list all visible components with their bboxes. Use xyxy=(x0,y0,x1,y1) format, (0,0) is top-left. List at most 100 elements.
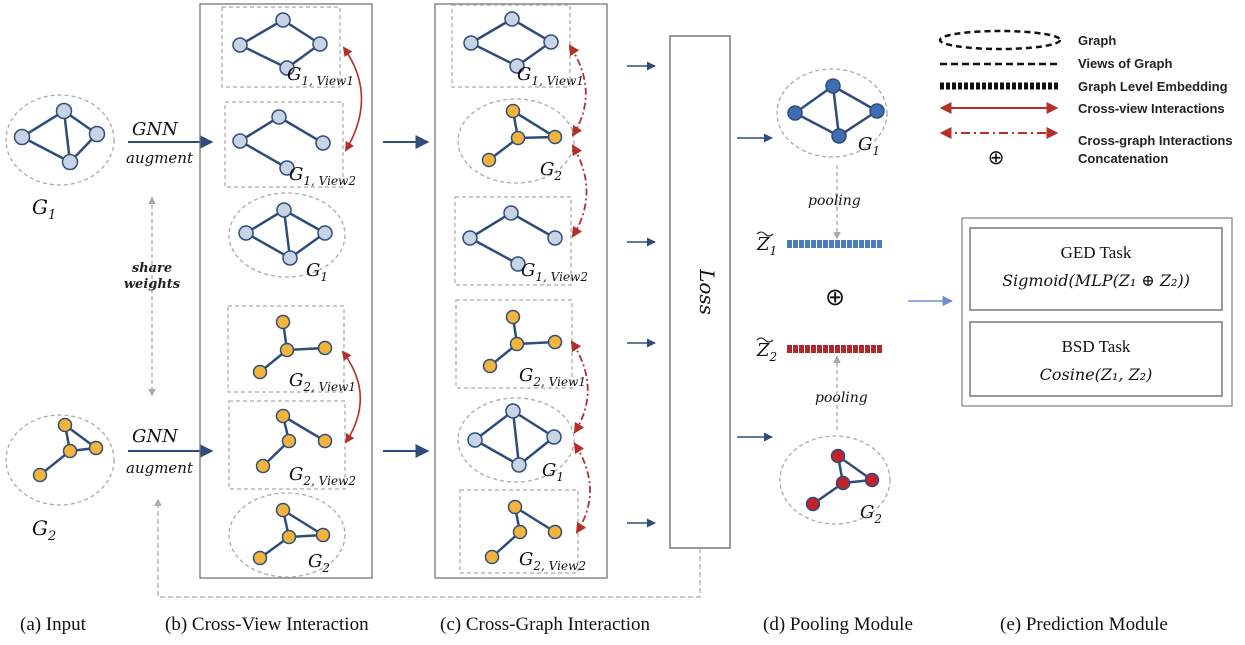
g2-view2-label: G2, View2 xyxy=(289,464,356,488)
c-g2-view1-label: G2, View1 xyxy=(519,365,586,389)
pooling-column: G1 pooling Z1 ⊕ Z2 pooling G2 xyxy=(756,68,891,526)
g2-view2-graph xyxy=(255,408,333,474)
c-g2-view2-label: G2, View2 xyxy=(519,549,586,573)
caption-pooling: (d) Pooling Module xyxy=(763,614,913,635)
arrows-to-loss xyxy=(627,61,656,528)
cross-graph-column: G1, View1 G2 G1, View2 xyxy=(434,3,608,579)
legend-concat-symbol: ⊕ xyxy=(988,145,1005,169)
embedding-cell xyxy=(865,240,870,248)
caption-cross-view: (b) Cross-View Interaction xyxy=(165,614,369,635)
bsd-task-title: BSD Task xyxy=(1062,337,1131,356)
embedding-cell xyxy=(877,240,882,248)
embedding-cell xyxy=(871,345,876,353)
ged-task-box xyxy=(969,227,1223,311)
embedding-cell xyxy=(847,240,852,248)
z1-tilde xyxy=(756,231,774,237)
bsd-task-box xyxy=(969,321,1223,397)
embedding-cell xyxy=(805,240,810,248)
c-g1-view2-box xyxy=(454,196,572,286)
c-g2-view1-box xyxy=(455,299,573,389)
graph-g2-ellipse xyxy=(5,414,115,506)
embedding-cell xyxy=(865,345,870,353)
cross-view-arrow-g2 xyxy=(341,350,362,444)
c-g2-view1-graph xyxy=(482,309,563,374)
embedding-cell xyxy=(799,345,804,353)
g1-view1-label: G1, View1 xyxy=(287,64,354,88)
caption-cross-graph: (c) Cross-Graph Interaction xyxy=(440,614,650,635)
c-g1-view1-graph xyxy=(463,11,559,74)
d-g1-ellipse xyxy=(776,68,888,158)
embedding-cell xyxy=(811,240,816,248)
graph-g2 xyxy=(32,417,104,483)
g2-graph-ellipse-b xyxy=(228,492,346,578)
g1-view2-label: G1, View2 xyxy=(289,164,356,188)
prediction-panel xyxy=(961,217,1233,407)
embedding-cell xyxy=(787,240,792,248)
embedding-cell xyxy=(787,345,792,353)
gnn-label-bottom: GNN xyxy=(132,426,179,447)
graph-g1 xyxy=(13,102,106,171)
legend-graph-symbol xyxy=(938,29,1062,51)
embedding-cell xyxy=(877,345,882,353)
c-g1-view1-label: G1, View1 xyxy=(517,64,584,88)
caption-prediction: (e) Prediction Module xyxy=(1000,614,1168,635)
z1-embedding xyxy=(787,240,882,248)
g1-view1-graph xyxy=(232,12,328,76)
z2-tilde xyxy=(756,337,774,343)
cross-view-column: G1, View1 G1, View2 G1 xyxy=(199,3,373,579)
embedding-cell xyxy=(853,345,858,353)
concat-symbol: ⊕ xyxy=(825,283,845,311)
cross-graph-arrow-3 xyxy=(570,340,589,434)
g2-view1-label: G2, View1 xyxy=(289,370,356,394)
embedding-cell xyxy=(829,240,834,248)
c-g2-ellipse xyxy=(457,98,575,184)
legend-concat-label: Concatenation xyxy=(1078,151,1168,166)
embedding-cell xyxy=(841,240,846,248)
embedding-cell xyxy=(823,345,828,353)
legend-embedding-label: Graph Level Embedding xyxy=(1078,79,1228,94)
cross-view-arrow-g1 xyxy=(342,46,363,152)
c-g1-view1-box xyxy=(451,4,571,88)
input-column: G1 GNN augment share weights G2 GNN augm… xyxy=(5,94,214,544)
g2-graph-b xyxy=(252,502,331,566)
d-g1-label: G1 xyxy=(858,134,880,158)
ged-task-title: GED Task xyxy=(1061,243,1132,262)
caption-input: (a) Input xyxy=(20,614,87,635)
g1-view2-graph xyxy=(232,109,331,176)
g2-view1-graph xyxy=(252,314,333,380)
legend-cross-graph-label: Cross-graph Interactions xyxy=(1078,133,1233,148)
embedding-cell xyxy=(847,345,852,353)
pooling-label-top: pooling xyxy=(808,193,861,209)
embedding-cell xyxy=(871,240,876,248)
g2-label: G2 xyxy=(32,516,56,544)
c-g2-view2-graph xyxy=(484,499,563,565)
c-g2-graph xyxy=(481,103,563,168)
embedding-cell xyxy=(859,240,864,248)
loss-box xyxy=(669,35,731,549)
z1-label: Z1 xyxy=(756,234,777,258)
embedding-cell xyxy=(817,345,822,353)
cross-graph-arrow-2 xyxy=(571,144,588,238)
legend-cross-view-label: Cross-view Interactions xyxy=(1078,101,1225,116)
graph-g1-ellipse xyxy=(5,94,115,186)
augment-label-bottom: augment xyxy=(126,459,194,477)
cross-view-panel xyxy=(199,3,373,579)
cross-graph-arrow-4 xyxy=(573,442,591,534)
c-g1-label: G1 xyxy=(542,460,564,484)
legend-views-label: Views of Graph xyxy=(1078,56,1172,71)
cross-graph-arrow-1 xyxy=(568,44,587,137)
g2-view1-box xyxy=(227,305,345,393)
g1-graph-ellipse-b xyxy=(228,192,346,278)
gnn-label-top: GNN xyxy=(132,119,179,140)
c-g1-view2-label: G1, View2 xyxy=(521,260,588,284)
g1-view2-box xyxy=(224,101,344,188)
legend-graph-label: Graph xyxy=(1078,33,1116,48)
c-g1-ellipse xyxy=(457,397,575,483)
loss-label: Loss xyxy=(695,268,719,315)
d-g2-label: G2 xyxy=(860,502,882,526)
c-g1-view2-graph xyxy=(462,205,563,272)
c-g2-label: G2 xyxy=(540,159,562,183)
embedding-cell xyxy=(835,240,840,248)
g1-graph-b xyxy=(238,202,333,266)
embedding-cell xyxy=(817,240,822,248)
